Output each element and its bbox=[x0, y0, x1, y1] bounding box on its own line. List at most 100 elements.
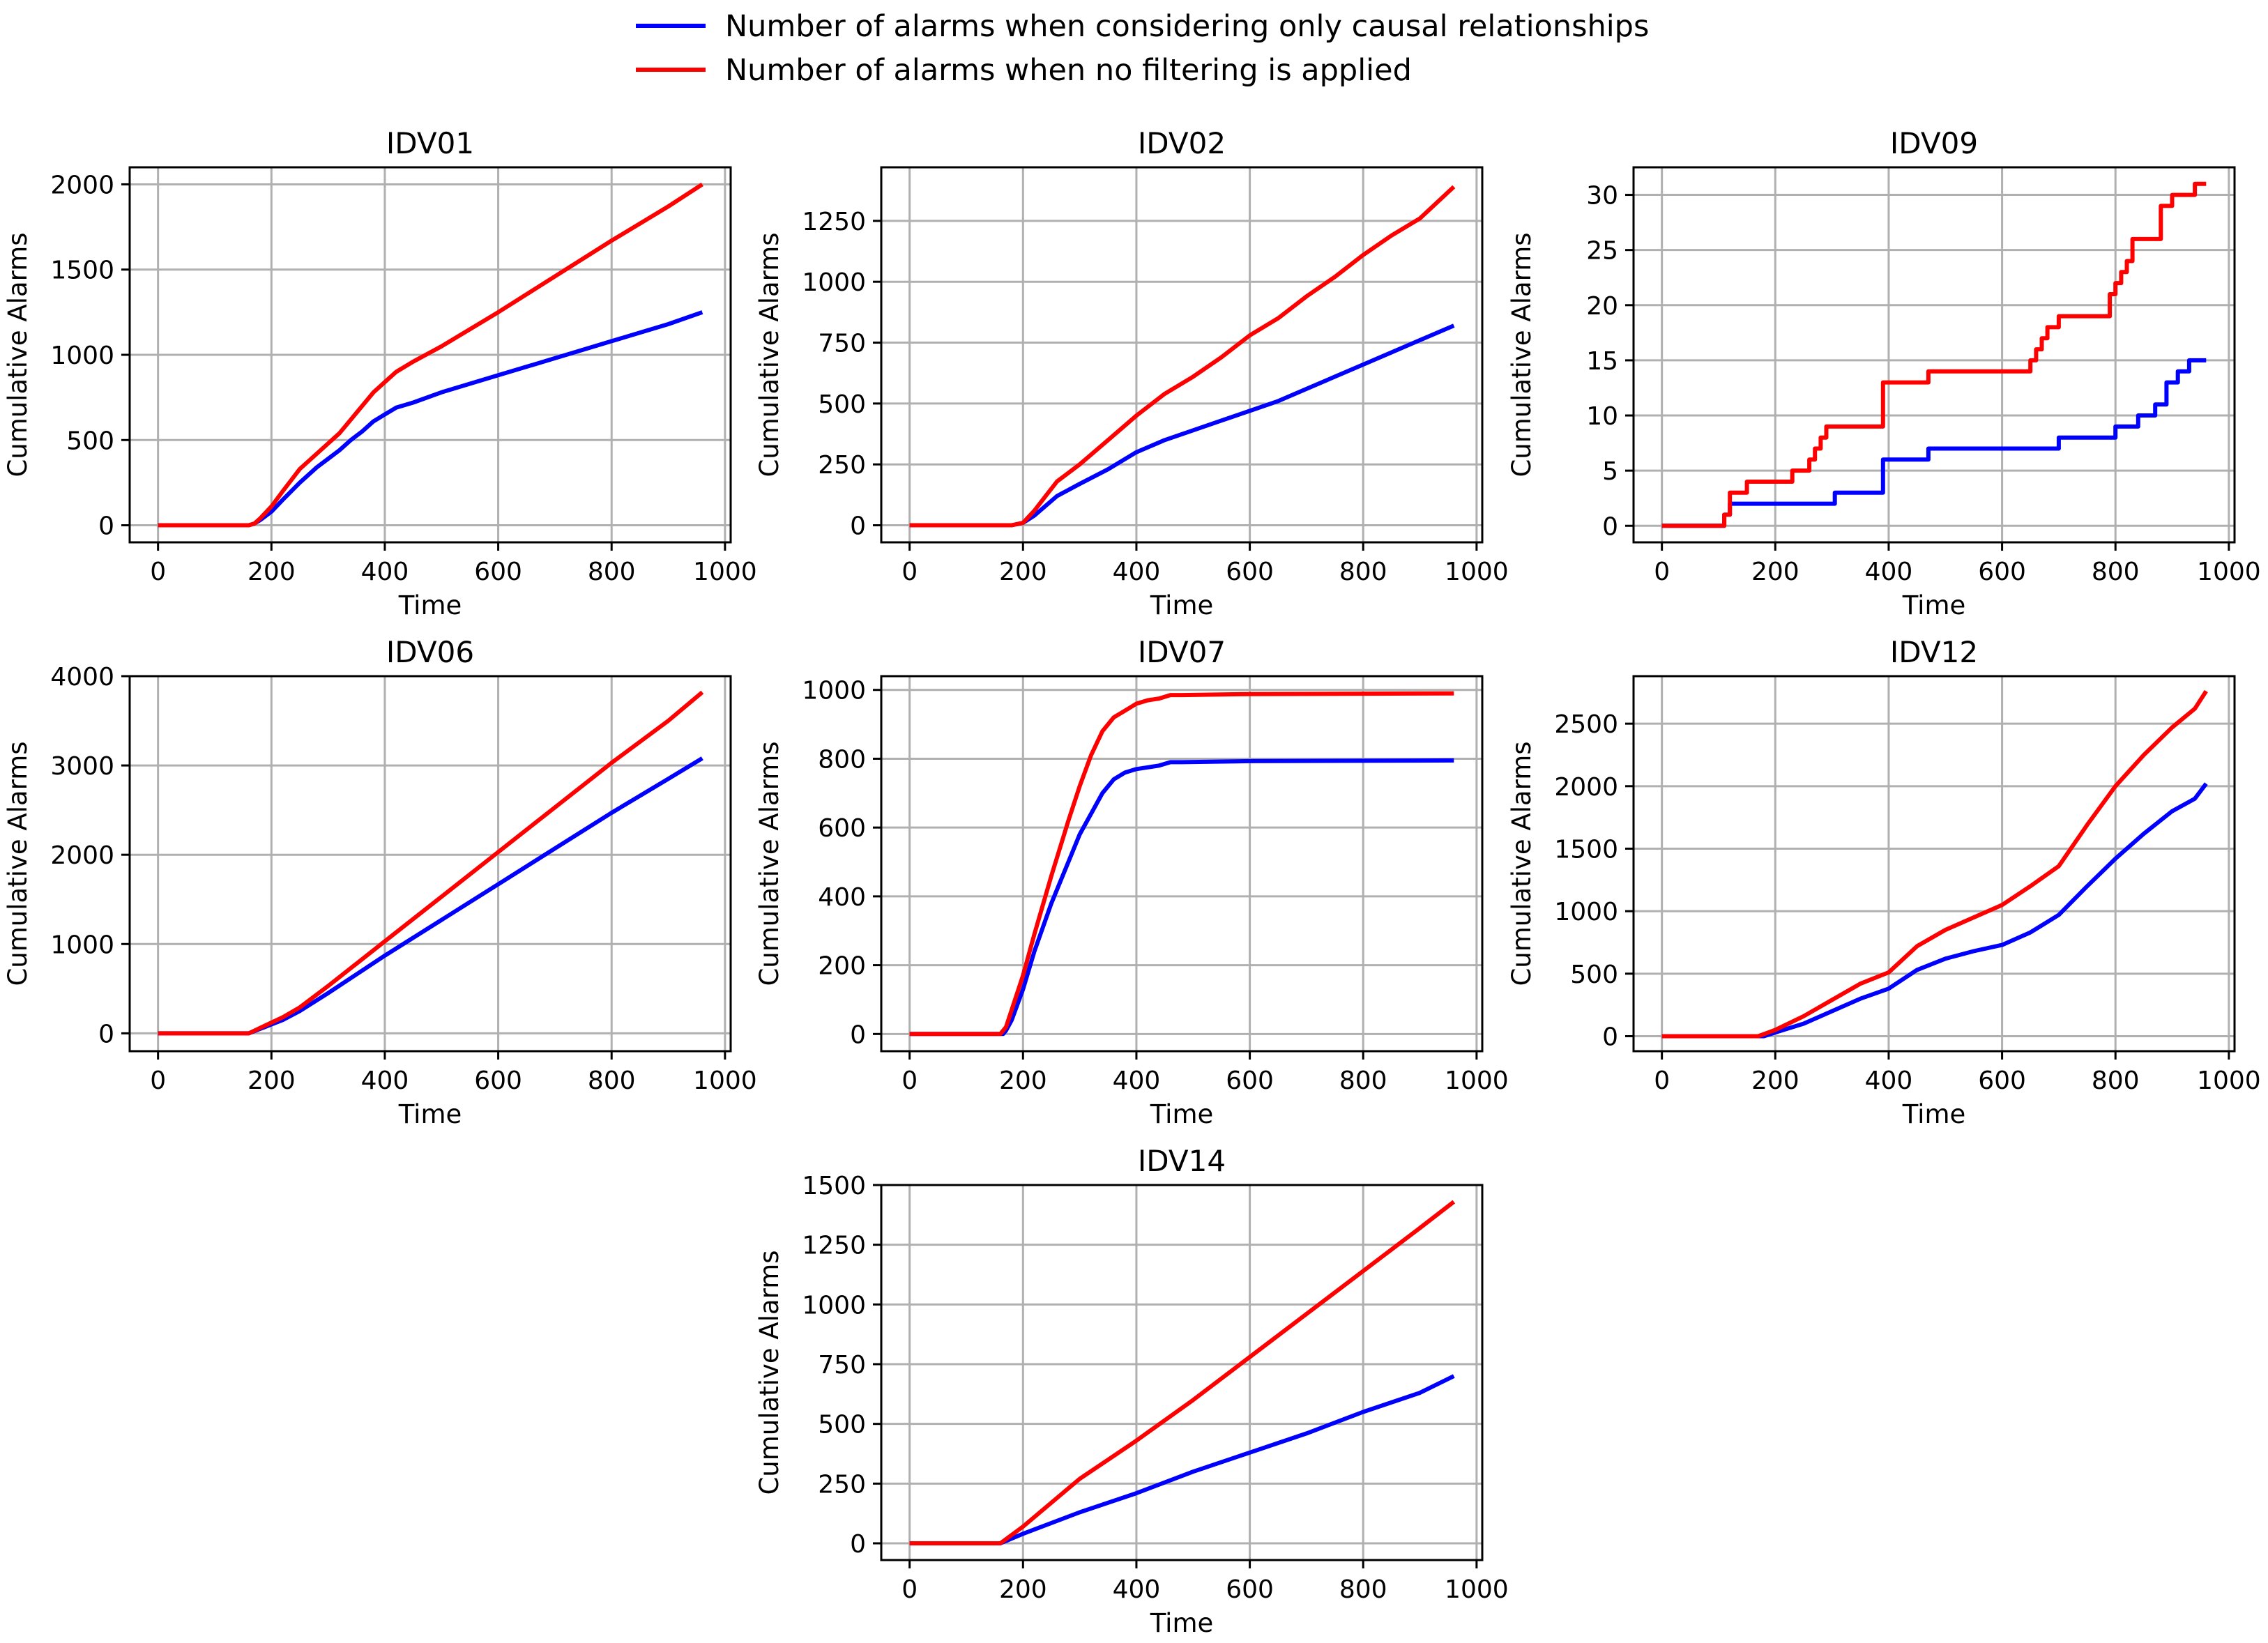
x-tick-label: 1000 bbox=[2197, 1067, 2261, 1095]
x-tick-label: 200 bbox=[1751, 1067, 1799, 1095]
x-tick-label: 800 bbox=[2092, 1067, 2140, 1095]
y-tick-label: 1250 bbox=[802, 1232, 866, 1260]
x-axis-label: Time bbox=[1150, 1099, 1214, 1129]
panel-idv07: 0 200 400 600 800 1000 0 200 400 600 800 1000 IDV07 T… bbox=[754, 635, 1509, 1129]
x-axis-label: Time bbox=[1902, 590, 1966, 620]
y-tick-label: 30 bbox=[1586, 182, 1618, 211]
series-line-unfiltered bbox=[158, 690, 704, 1036]
y-tick-label: 1500 bbox=[802, 1172, 866, 1200]
series-line-unfiltered bbox=[909, 1200, 1456, 1545]
y-tick-label: 1250 bbox=[802, 208, 866, 236]
series-line-unfiltered bbox=[909, 691, 1454, 1037]
axes-frame bbox=[1632, 166, 2236, 544]
y-tick-label: 10 bbox=[1586, 402, 1618, 431]
y-tick-label: 2000 bbox=[1554, 773, 1618, 802]
y-tick-label: 4000 bbox=[50, 663, 114, 691]
axes-frame bbox=[880, 166, 1484, 544]
series-line-causal bbox=[909, 1374, 1455, 1545]
y-tick-label: 0 bbox=[98, 1020, 114, 1048]
x-tick-label: 400 bbox=[1113, 1067, 1161, 1095]
panel-idv14: 0 200 400 600 800 1000 0 250 500 750 1000 1250 1500 I… bbox=[754, 1144, 1509, 1638]
y-axis-label: Cumulative Alarms bbox=[1507, 232, 1537, 477]
y-tick-label: 1500 bbox=[50, 257, 114, 285]
y-tick-label: 250 bbox=[818, 451, 866, 480]
y-tick-label: 3000 bbox=[50, 752, 114, 781]
series-line-causal bbox=[158, 310, 703, 528]
x-tick-label: 800 bbox=[2092, 558, 2140, 586]
x-axis-label: Time bbox=[398, 590, 462, 620]
axes-frame bbox=[128, 675, 732, 1053]
y-tick-label: 500 bbox=[66, 427, 114, 455]
y-tick-label: 800 bbox=[818, 745, 866, 774]
y-tick-label: 20 bbox=[1586, 292, 1618, 321]
panel-title: IDV07 bbox=[1138, 635, 1226, 669]
series-line-unfiltered bbox=[158, 182, 703, 528]
panel-title: IDV02 bbox=[1138, 126, 1226, 160]
x-tick-label: 600 bbox=[474, 558, 522, 586]
axes-frame bbox=[880, 1184, 1484, 1561]
x-tick-label: 400 bbox=[361, 558, 409, 586]
x-tick-label: 0 bbox=[901, 558, 918, 586]
x-tick-label: 600 bbox=[1226, 1067, 1274, 1095]
y-tick-label: 600 bbox=[818, 814, 866, 843]
x-axis-label: Time bbox=[1150, 1608, 1214, 1638]
panel-title: IDV01 bbox=[386, 126, 474, 160]
series-line-unfiltered bbox=[1661, 689, 2208, 1039]
x-tick-label: 0 bbox=[150, 558, 166, 586]
y-axis-label: Cumulative Alarms bbox=[754, 232, 784, 477]
x-tick-label: 1000 bbox=[2197, 558, 2261, 586]
y-tick-label: 1000 bbox=[1554, 898, 1618, 926]
x-tick-label: 400 bbox=[1113, 1575, 1161, 1604]
y-tick-label: 0 bbox=[1602, 512, 1618, 541]
series-line-causal bbox=[909, 323, 1455, 528]
x-tick-label: 0 bbox=[1654, 558, 1670, 586]
panel-idv01: 0 200 400 600 800 1000 0 500 1000 1500 2000 IDV01 Ti… bbox=[3, 126, 757, 620]
y-tick-label: 750 bbox=[818, 1351, 866, 1380]
series-line-causal bbox=[158, 756, 703, 1036]
series-line-unfiltered bbox=[909, 185, 1456, 528]
x-tick-label: 0 bbox=[1654, 1067, 1670, 1095]
x-axis-label: Time bbox=[398, 1099, 462, 1129]
x-tick-label: 1000 bbox=[1445, 1067, 1509, 1095]
y-tick-label: 250 bbox=[818, 1470, 866, 1499]
panel-title: IDV06 bbox=[386, 635, 474, 669]
x-tick-label: 200 bbox=[999, 1067, 1047, 1095]
panel-idv09: 0 200 400 600 800 1000 0 5 10 15 20 25 30 IDV09 Time Cu… bbox=[1507, 126, 2261, 620]
x-tick-label: 800 bbox=[1339, 1067, 1387, 1095]
y-tick-label: 500 bbox=[1570, 961, 1618, 989]
y-tick-label: 750 bbox=[818, 330, 866, 358]
y-tick-label: 1500 bbox=[1554, 835, 1618, 864]
x-tick-label: 1000 bbox=[693, 558, 757, 586]
series-line-causal bbox=[1661, 782, 2208, 1039]
x-tick-label: 0 bbox=[150, 1067, 166, 1095]
x-tick-label: 600 bbox=[1978, 558, 2026, 586]
x-tick-label: 1000 bbox=[1445, 558, 1509, 586]
x-axis-label: Time bbox=[1150, 590, 1214, 620]
axes-frame bbox=[1632, 675, 2236, 1053]
legend-label-unfiltered: Number of alarms when no filtering is ap… bbox=[725, 53, 1412, 88]
x-tick-label: 0 bbox=[901, 1575, 918, 1604]
x-tick-label: 200 bbox=[1751, 558, 1799, 586]
x-tick-label: 800 bbox=[588, 1067, 636, 1095]
x-tick-label: 800 bbox=[1339, 558, 1387, 586]
y-tick-label: 1000 bbox=[50, 931, 114, 959]
x-tick-label: 600 bbox=[1226, 558, 1274, 586]
y-tick-label: 2500 bbox=[1554, 710, 1618, 739]
panels: 0 200 400 600 800 10000500100015002000IDV01Ti… bbox=[3, 126, 2261, 1638]
panel-title: IDV09 bbox=[1890, 126, 1978, 160]
x-tick-label: 1000 bbox=[1445, 1575, 1509, 1604]
x-tick-label: 600 bbox=[1226, 1575, 1274, 1604]
y-tick-label: 1000 bbox=[802, 268, 866, 297]
x-tick-label: 400 bbox=[1865, 558, 1913, 586]
y-tick-label: 1000 bbox=[802, 677, 866, 705]
y-tick-label: 400 bbox=[818, 883, 866, 912]
y-axis-label: Cumulative Alarms bbox=[1507, 741, 1537, 986]
y-tick-label: 500 bbox=[818, 1411, 866, 1439]
y-tick-label: 15 bbox=[1586, 347, 1618, 376]
y-tick-label: 0 bbox=[1602, 1023, 1618, 1051]
y-axis-label: Cumulative Alarms bbox=[3, 741, 33, 986]
panel-idv02: 0 200 400 600 800 1000 0 250 500 750 1000 1250 IDV02… bbox=[754, 126, 1509, 620]
series-line-causal bbox=[909, 758, 1454, 1037]
x-tick-label: 200 bbox=[999, 1575, 1047, 1604]
